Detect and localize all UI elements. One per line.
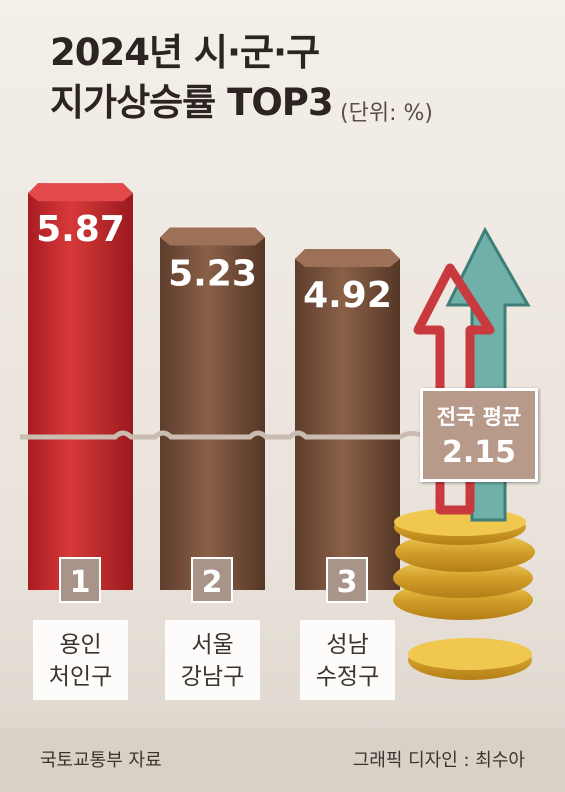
category-label: 서울 bbox=[191, 632, 233, 658]
category-label: 용인 bbox=[59, 632, 101, 658]
average-value: 2.15 bbox=[441, 435, 517, 470]
footer-bar bbox=[0, 728, 565, 792]
national-average-box: 전국 평균 2.15 bbox=[420, 388, 538, 482]
average-line-layer bbox=[20, 430, 421, 440]
rank-badge bbox=[59, 557, 101, 603]
title-line-2: 지가상승률 TOP3 bbox=[50, 81, 334, 124]
coin-icon bbox=[408, 638, 532, 670]
source-text: 국토교통부 자료 bbox=[40, 750, 162, 771]
red-arrow-icon bbox=[413, 263, 495, 515]
national-average-line bbox=[20, 430, 421, 440]
credit-text: 그래픽 디자인 : 최수아 bbox=[352, 750, 525, 771]
value-label: 5.23 bbox=[168, 254, 257, 295]
value-label: 4.92 bbox=[303, 275, 392, 316]
arrow-coins-decoration bbox=[393, 226, 535, 680]
category-box bbox=[33, 620, 128, 700]
category-box bbox=[300, 620, 395, 700]
title-line-1: 2024년 시·군·구 bbox=[50, 31, 320, 74]
rank-badge bbox=[191, 557, 233, 603]
category-box bbox=[165, 620, 260, 700]
bar bbox=[160, 227, 265, 590]
bar-top-cap bbox=[28, 183, 133, 202]
category-label: 처인구 bbox=[49, 664, 112, 690]
rank-label: 2 bbox=[202, 565, 223, 600]
value-label: 5.87 bbox=[36, 209, 125, 250]
rank-label: 3 bbox=[337, 565, 358, 600]
rank-badge bbox=[326, 557, 368, 603]
chart-title: 2024년 시·군·구 지가상승률 TOP3 bbox=[50, 28, 334, 128]
bar-top-cap bbox=[160, 227, 265, 246]
bar-top-cap bbox=[295, 249, 400, 268]
category-label: 수정구 bbox=[316, 664, 379, 690]
category-label: 성남 bbox=[326, 632, 368, 658]
unit-label: (단위: %) bbox=[340, 101, 433, 126]
category-label: 강남구 bbox=[181, 664, 244, 690]
average-label: 전국 평균 bbox=[436, 405, 522, 429]
bar bbox=[295, 249, 400, 590]
bar bbox=[28, 183, 133, 591]
rank-label: 1 bbox=[70, 565, 91, 600]
